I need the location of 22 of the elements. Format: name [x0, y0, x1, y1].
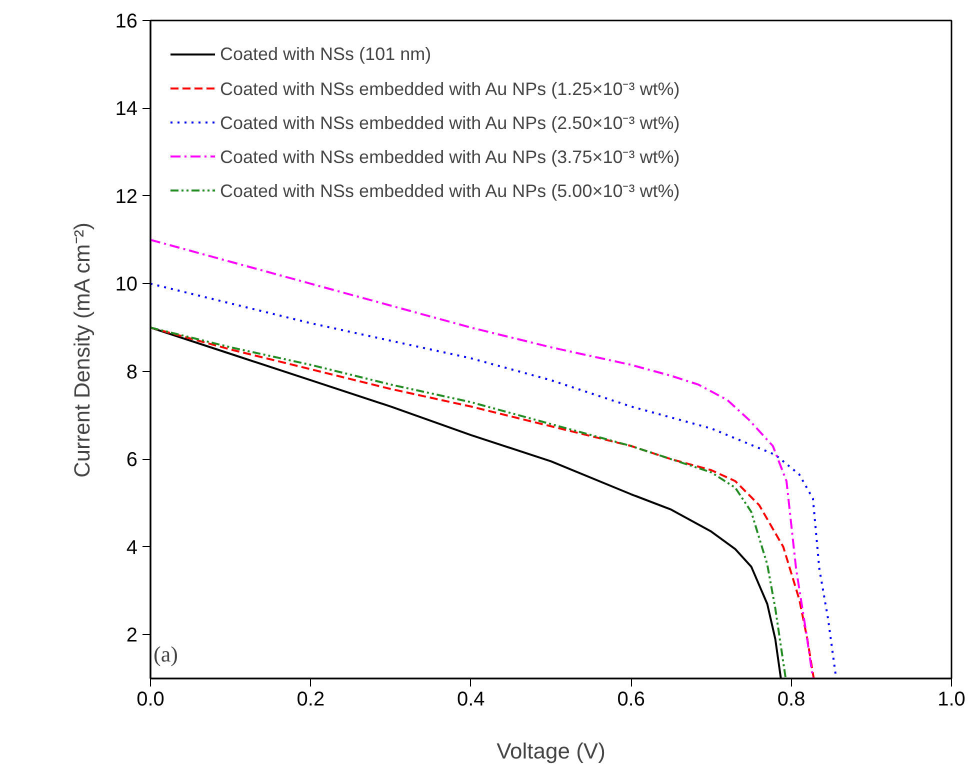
y-tick-label: 10 — [115, 274, 138, 296]
y-tick-label: 2 — [126, 624, 138, 647]
x-tick-label: 0.2 — [296, 688, 325, 710]
x-tick-label: 0.4 — [457, 688, 485, 710]
y-tick-label: 16 — [115, 10, 138, 32]
annotation: (a) — [154, 642, 178, 666]
legend-label: Coated with NSs embedded with Au NPs (1.25×10⁻³ wt%) — [220, 78, 680, 101]
x-axis-title: Voltage (V) — [496, 738, 606, 764]
legend-label: Coated with NSs embedded with Au NPs (3.75×10⁻³ wt%) — [220, 146, 680, 169]
y-tick-label: 4 — [126, 536, 138, 559]
legend-label: Coated with NSs embedded with Au NPs (5.00×10⁻³ wt%) — [220, 180, 680, 203]
y-axis-title: Current Density (mA cm⁻²) — [69, 222, 94, 478]
legend-label: Coated with NSs (101 nm) — [220, 42, 432, 66]
y-tick-label: 6 — [126, 449, 138, 472]
text: 0.0 — [136, 688, 164, 710]
y-tick-label: 8 — [126, 361, 138, 384]
y-tick-label: 12 — [115, 186, 138, 208]
legend-label: Coated with NSs embedded with Au NPs (2.50×10⁻³ wt%) — [220, 112, 680, 135]
x-tick-label: 0.8 — [777, 688, 806, 710]
text: 1.0 — [938, 688, 966, 710]
x-tick-label: 0.6 — [617, 688, 646, 710]
y-tick-label: 14 — [115, 98, 138, 120]
